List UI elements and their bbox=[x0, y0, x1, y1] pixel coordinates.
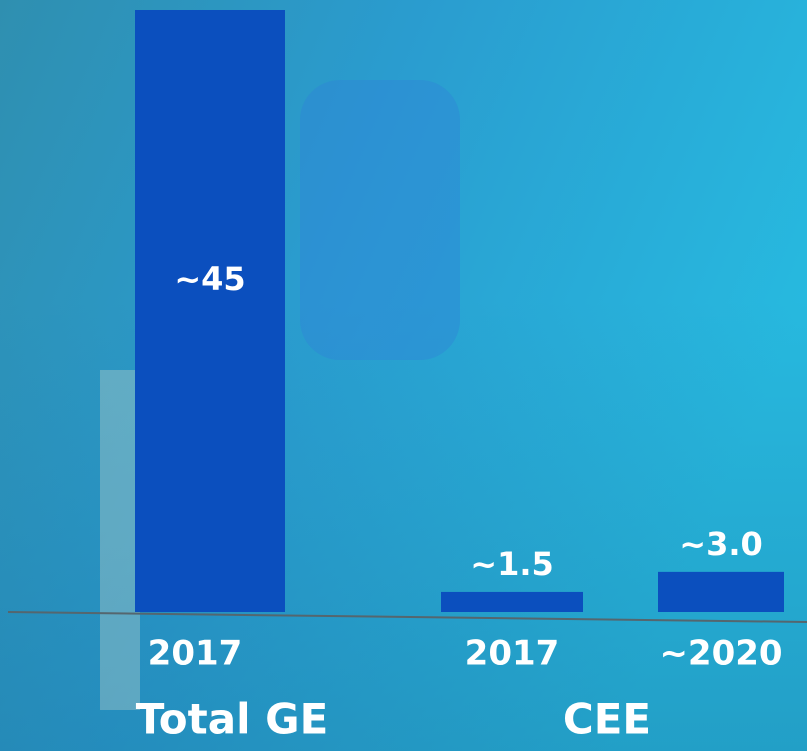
group-label: CEE bbox=[563, 695, 651, 744]
value-label: ~45 bbox=[174, 260, 245, 298]
x-tick-label: 2017 bbox=[465, 634, 560, 674]
x-tick-label: 2017 bbox=[148, 634, 243, 674]
value-label: ~1.5 bbox=[470, 545, 554, 583]
group-label: Total GE bbox=[136, 695, 329, 744]
value-label: ~3.0 bbox=[679, 525, 763, 563]
photo-post bbox=[100, 370, 140, 710]
bar bbox=[135, 10, 285, 612]
chart: ~45 2017 ~1.5 2017 ~3.0 ~2020 Total GE CEE bbox=[0, 0, 807, 751]
bar bbox=[658, 572, 784, 612]
bar bbox=[441, 592, 583, 612]
photo-figure bbox=[300, 80, 460, 360]
x-tick-label: ~2020 bbox=[659, 634, 782, 674]
